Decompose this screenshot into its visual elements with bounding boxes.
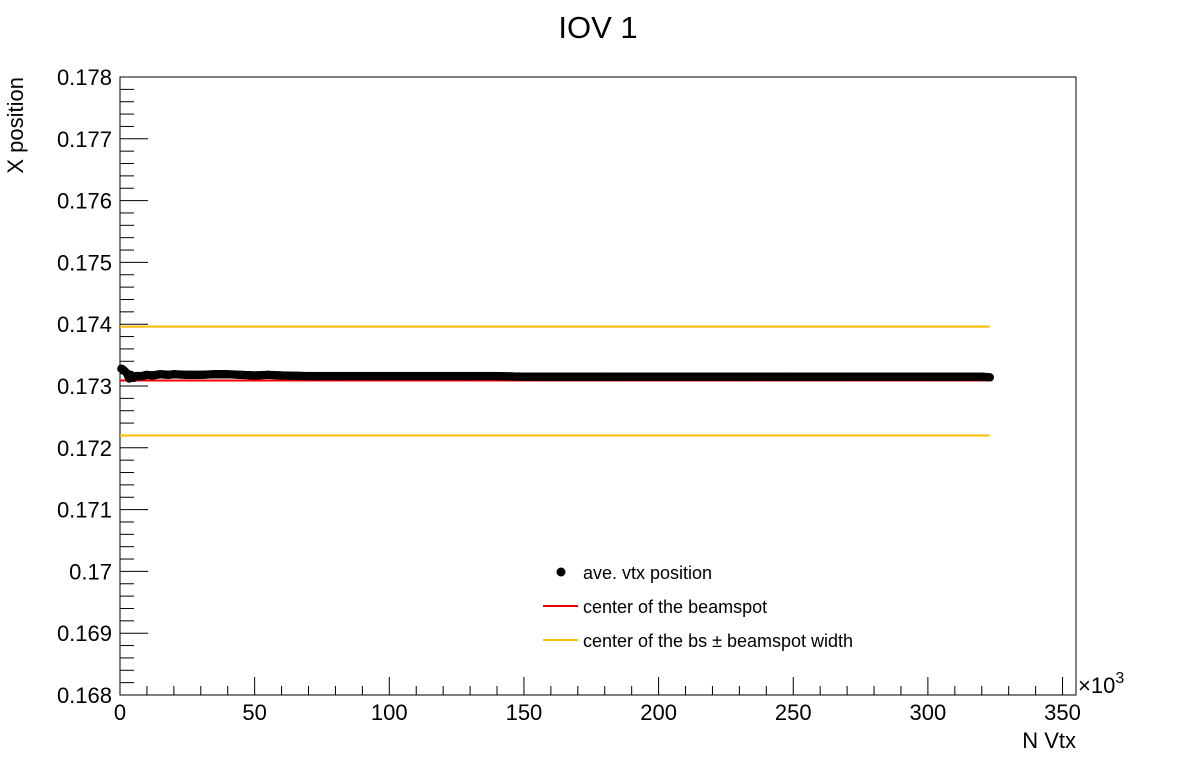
x-tick-label: 300: [910, 700, 947, 725]
legend-marker-vtx: [556, 567, 566, 577]
x-tick-label: 200: [640, 700, 677, 725]
plot-frame: [119, 76, 1077, 696]
x-axis-multiplier-exponent: 3: [1115, 670, 1124, 687]
y-tick-label: 0.168: [57, 683, 112, 708]
legend-label: center of the beamspot: [583, 597, 767, 617]
legend-label: ave. vtx position: [583, 563, 712, 583]
y-axis-label: X position: [3, 77, 28, 174]
y-tick-label: 0.169: [57, 621, 112, 646]
y-tick-label: 0.174: [57, 312, 112, 337]
y-tick-label: 0.175: [57, 250, 112, 275]
y-tick-label: 0.177: [57, 127, 112, 152]
x-tick-label: 250: [775, 700, 812, 725]
chart-title: IOV 1: [558, 10, 637, 45]
x-tick-label: 50: [242, 700, 266, 725]
y-tick-label: 0.178: [57, 65, 112, 90]
y-tick-label: 0.173: [57, 374, 112, 399]
x-axis-multiplier-base: ×10: [1078, 673, 1115, 698]
x-tick-label: 350: [1044, 700, 1081, 725]
y-tick-label: 0.176: [57, 189, 112, 214]
series-layer: [117, 325, 995, 437]
x-axis-multiplier: ×103: [1078, 670, 1124, 698]
y-axis-ticks: 0.168 0.169 0.17 0.171 0.172 0.173 0.174 0.175 0…: [57, 65, 148, 708]
y-tick-label: 0.172: [57, 436, 112, 461]
vtx-marker: [985, 373, 995, 382]
legend-label: center of the bs ± beamspot width: [583, 631, 853, 651]
x-axis-label: N Vtx: [1022, 728, 1076, 753]
legend: ave. vtx position center of the beamspot c…: [543, 563, 853, 651]
x-tick-label: 100: [371, 700, 408, 725]
x-axis-ticks: 0 50 100 150 200 250 300 350: [114, 677, 1081, 725]
y-tick-label: 0.171: [57, 498, 112, 523]
x-tick-label: 150: [506, 700, 543, 725]
x-tick-label: 0: [114, 700, 126, 725]
y-tick-label: 0.17: [69, 559, 112, 584]
